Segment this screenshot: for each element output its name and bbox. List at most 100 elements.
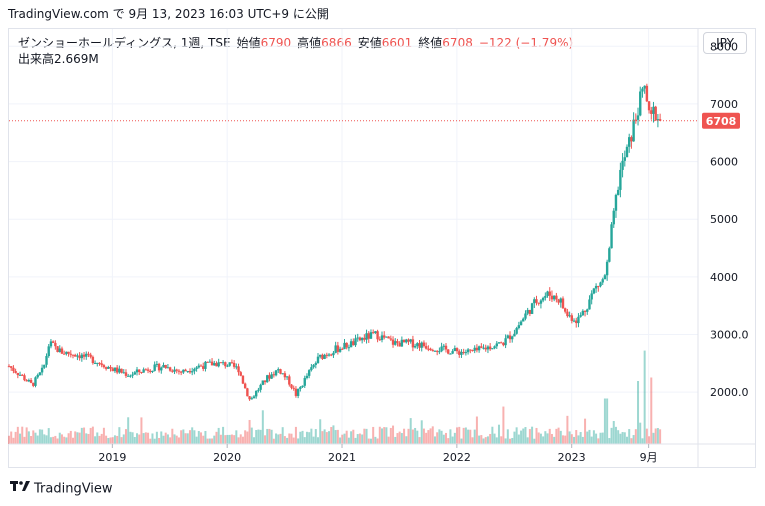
volume-bar (581, 436, 584, 444)
volume-bar (197, 431, 200, 444)
volume-bar (98, 435, 101, 444)
candle-body (647, 101, 651, 111)
volume-bar (113, 435, 116, 444)
volume-bar (160, 431, 163, 444)
candle-body (572, 320, 576, 322)
candle-body (292, 387, 295, 389)
volume-bar (517, 434, 520, 444)
candle-body (179, 371, 183, 373)
candle-body (504, 338, 507, 346)
candle-body (144, 369, 148, 371)
volume-bar (191, 427, 194, 444)
volume-bar (275, 433, 278, 444)
candle-body (281, 373, 284, 375)
candle-body (327, 354, 331, 356)
footer-brand[interactable]: TradingView (34, 481, 113, 497)
candle-body (307, 370, 311, 376)
candle-body (272, 374, 276, 376)
volume-bar (305, 431, 308, 444)
candle-body (232, 362, 236, 367)
volume-bar (573, 436, 576, 444)
volume-bar (524, 427, 527, 444)
candle-body (632, 119, 635, 142)
candle-body (413, 345, 417, 348)
volume-bar (237, 437, 240, 444)
volume-bar (511, 437, 514, 444)
volume-bar (497, 424, 500, 444)
volume-bar (522, 428, 525, 444)
volume-bar (608, 438, 611, 444)
volume-bar (330, 426, 333, 444)
candle-body (378, 339, 381, 341)
volume-bar (378, 426, 381, 444)
candle-body (493, 346, 496, 349)
volume-bar (332, 425, 335, 444)
candle-body (588, 299, 591, 310)
currency-button[interactable]: JPY (703, 32, 747, 54)
volume-bar (219, 434, 222, 444)
volume-bar (14, 431, 17, 444)
candle-body (219, 362, 223, 364)
volume-bar (568, 431, 571, 444)
volume-bar (63, 436, 66, 444)
volume-bar (561, 435, 564, 444)
volume-bar (595, 433, 598, 444)
candle-body (597, 285, 600, 287)
candle-body (18, 374, 22, 376)
candle-body (480, 346, 483, 348)
candle-body (614, 194, 618, 211)
volume-bar (270, 429, 273, 444)
candle-body (96, 362, 99, 364)
volume-bar (431, 426, 434, 444)
tradingview-logo-icon[interactable] (10, 481, 30, 497)
volume-bar (528, 429, 531, 444)
y-tick-label: 6000 (710, 156, 738, 169)
candle-body (221, 362, 225, 364)
volume-bar (392, 425, 395, 444)
candle-body (290, 384, 293, 388)
candle-body (464, 352, 468, 354)
candle-body (217, 362, 220, 367)
volume-bar (248, 419, 251, 444)
candle-body (204, 361, 207, 369)
candle-body (193, 368, 196, 372)
candle-body (497, 342, 501, 344)
volume-bar (316, 437, 319, 444)
candle-body (43, 364, 46, 368)
volume-bar (124, 429, 127, 444)
candle-body (387, 336, 390, 339)
volume-bar (407, 428, 410, 444)
volume-bar (584, 418, 587, 444)
volume-bar (339, 437, 342, 444)
volume-bar (100, 433, 103, 444)
volume-bar (336, 429, 339, 444)
candle-body (623, 157, 626, 161)
volume-bar (321, 431, 324, 444)
candle-body (583, 310, 587, 312)
candle-body (285, 376, 289, 378)
candle-body (466, 349, 470, 353)
volume-bar (52, 436, 55, 444)
candle-body (610, 224, 613, 249)
volume-bar (186, 433, 189, 444)
volume-bar (652, 432, 655, 444)
candle-body (111, 368, 114, 372)
candle-body (62, 353, 66, 355)
volume-bar (142, 433, 145, 444)
volume-bar (458, 426, 461, 444)
volume-bar (628, 429, 631, 444)
volume-bar (208, 438, 211, 444)
candle-body (341, 348, 344, 350)
candle-body (385, 336, 388, 338)
volume-bar (72, 437, 75, 444)
candle-body (447, 349, 450, 354)
x-tick-label: 2021 (328, 451, 356, 464)
volume-bar (153, 438, 156, 444)
candle-body (82, 354, 86, 357)
volume-bar (592, 430, 595, 444)
volume-bar (292, 437, 295, 444)
candle-body (182, 369, 185, 373)
candle-body (581, 310, 585, 316)
volume-bar (597, 438, 600, 444)
